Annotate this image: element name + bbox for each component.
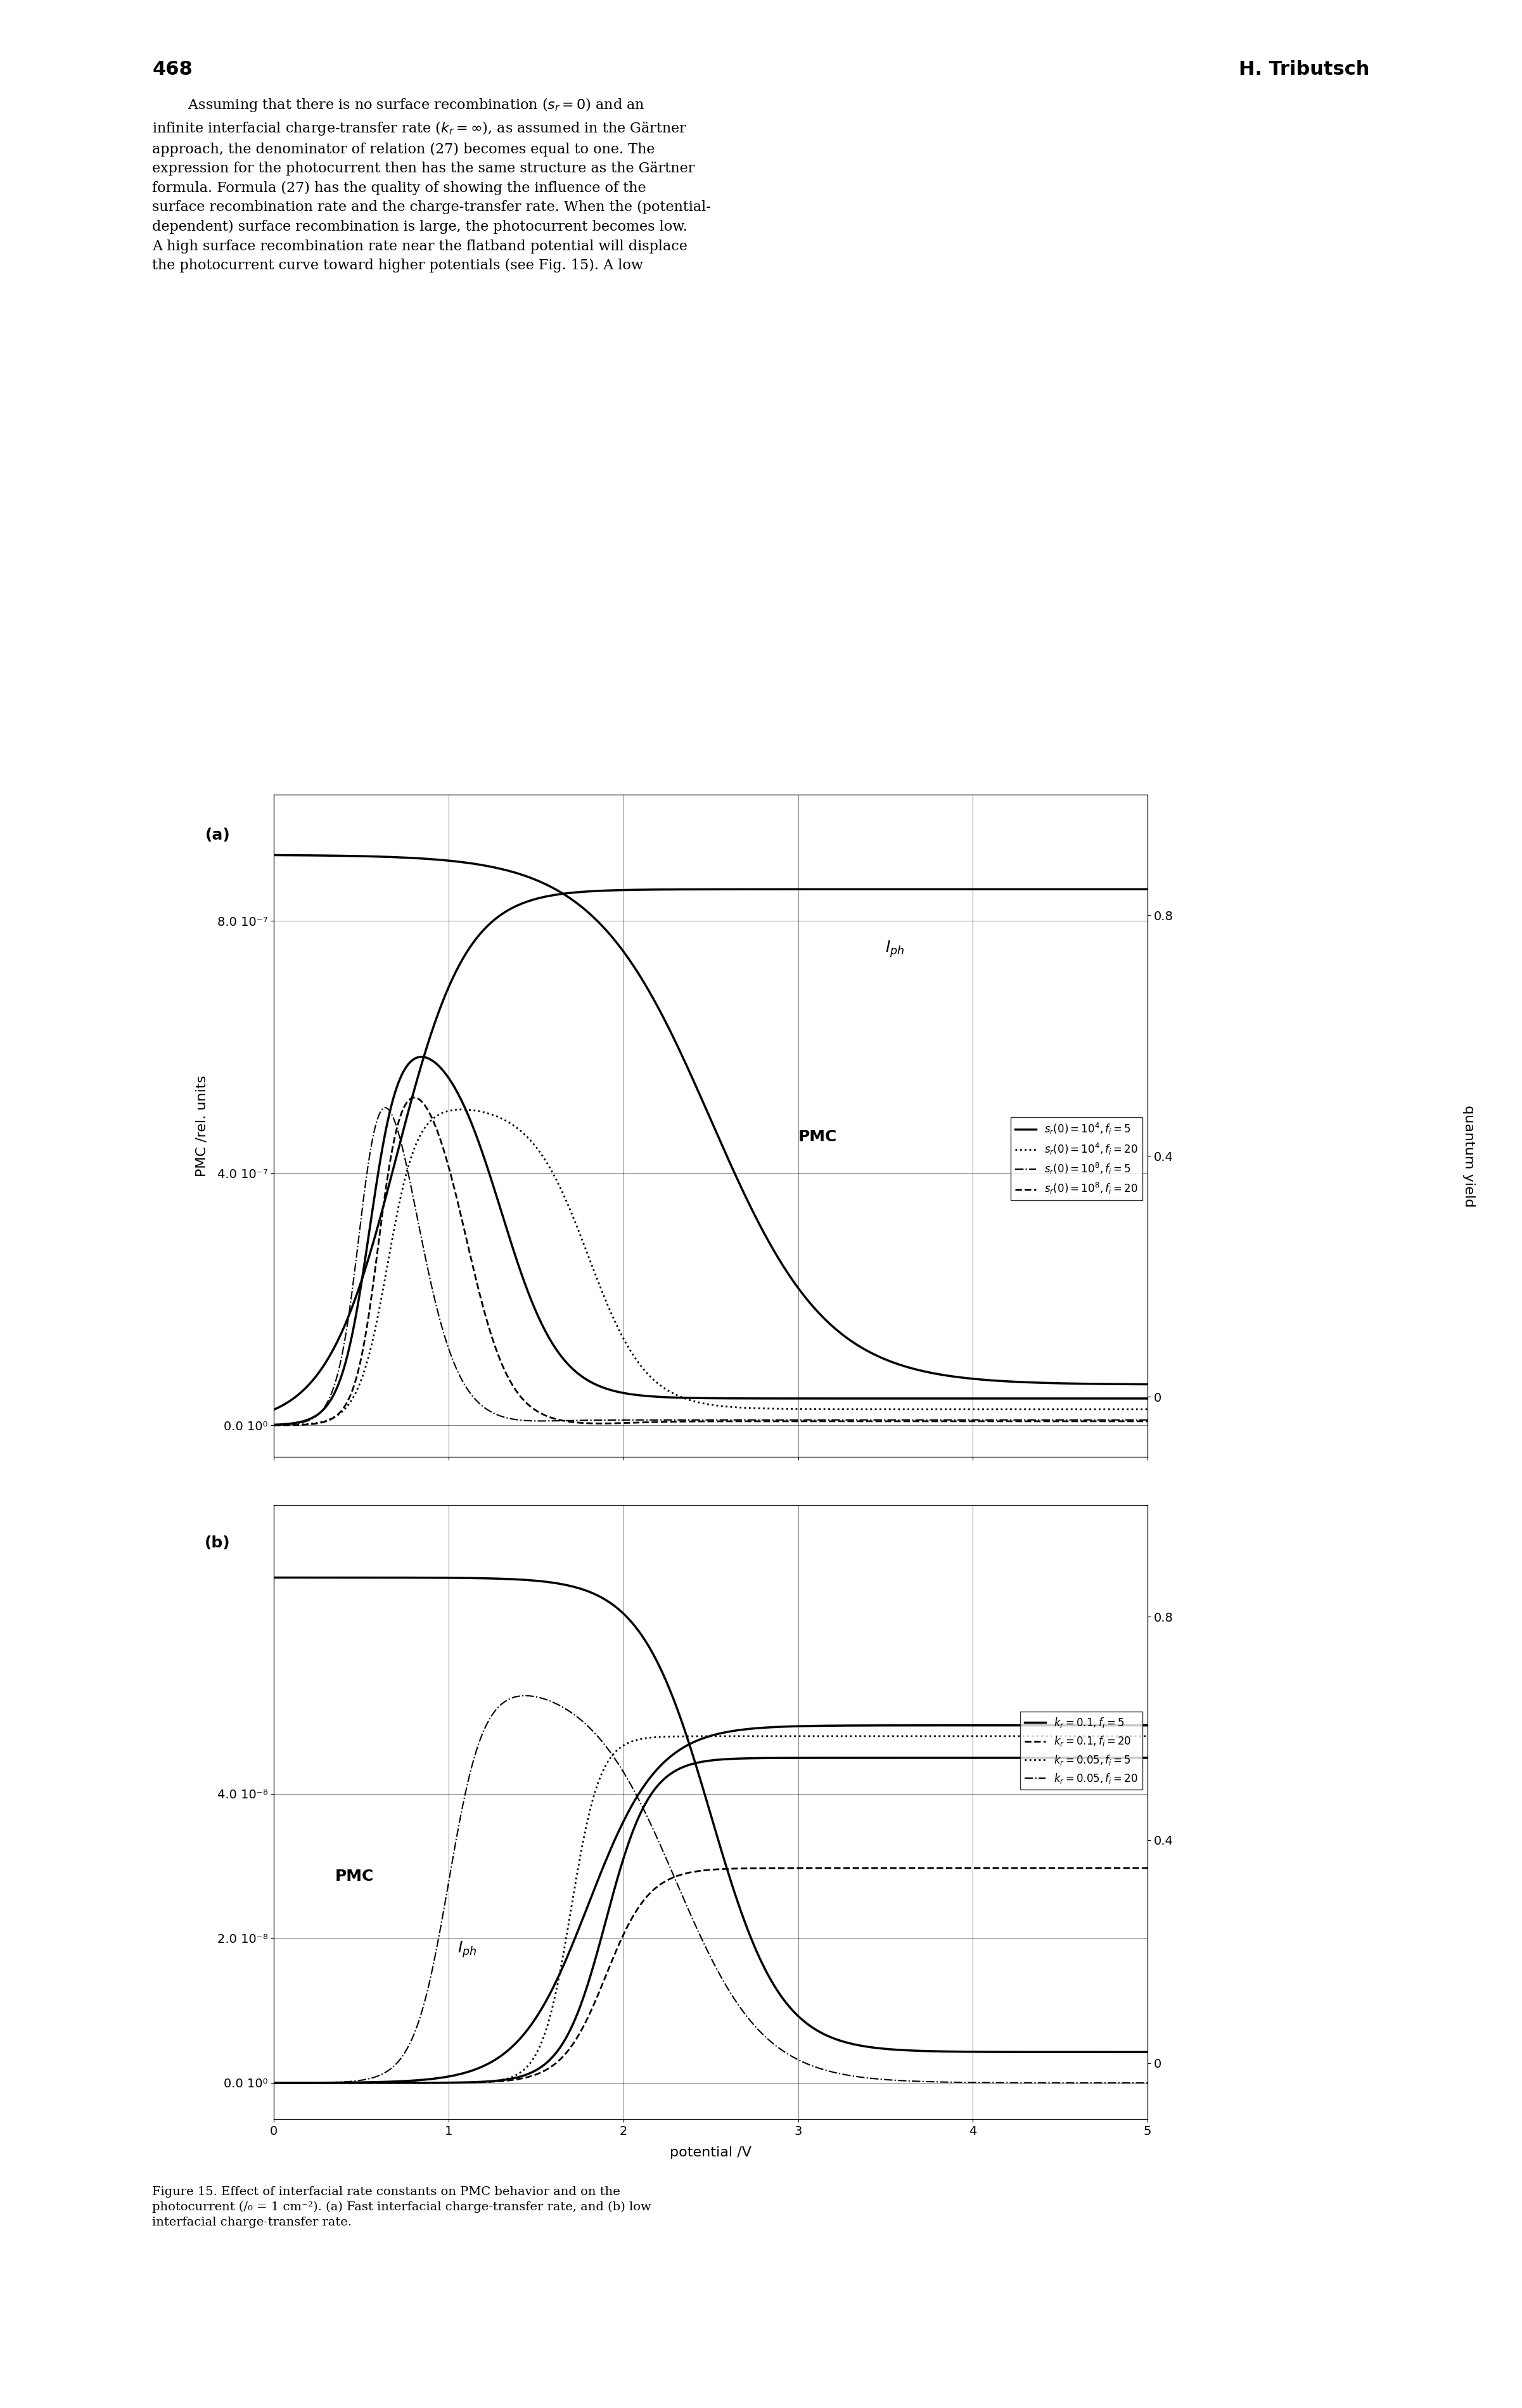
Legend: $s_r(0)=10^4, f_i=5$, $s_r(0)=10^4, f_i=20$, $s_r(0)=10^8, f_i=5$, $s_r(0)=10^8,: $s_r(0)=10^4, f_i=5$, $s_r(0)=10^4, f_i=… (1011, 1117, 1143, 1199)
Text: Figure 15. Effect of interfacial rate constants on PMC behavior and on the
photo: Figure 15. Effect of interfacial rate co… (152, 2186, 651, 2227)
Text: quantum yield: quantum yield (1463, 1105, 1475, 1206)
Text: (a): (a) (205, 828, 230, 843)
Text: (b): (b) (204, 1536, 230, 1551)
Text: Assuming that there is no surface recombination ($s_r = 0$) and an
infinite inte: Assuming that there is no surface recomb… (152, 96, 711, 272)
Text: 468: 468 (152, 60, 193, 79)
Text: PMC: PMC (335, 1869, 374, 1883)
Text: $I_{ph}$: $I_{ph}$ (886, 939, 904, 958)
Text: $I_{ph}$: $I_{ph}$ (458, 1941, 476, 1960)
X-axis label: potential /V: potential /V (670, 2146, 752, 2158)
Y-axis label: PMC /rel. units: PMC /rel. units (196, 1074, 209, 1178)
Text: H. Tributsch: H. Tributsch (1239, 60, 1370, 79)
Text: PMC: PMC (798, 1129, 837, 1144)
Legend: $k_r=0.1, f_i=5$, $k_r=0.1, f_i=20$, $k_r=0.05, f_i=5$, $k_r=0.05, f_i=20$: $k_r=0.1, f_i=5$, $k_r=0.1, f_i=20$, $k_… (1020, 1712, 1143, 1789)
